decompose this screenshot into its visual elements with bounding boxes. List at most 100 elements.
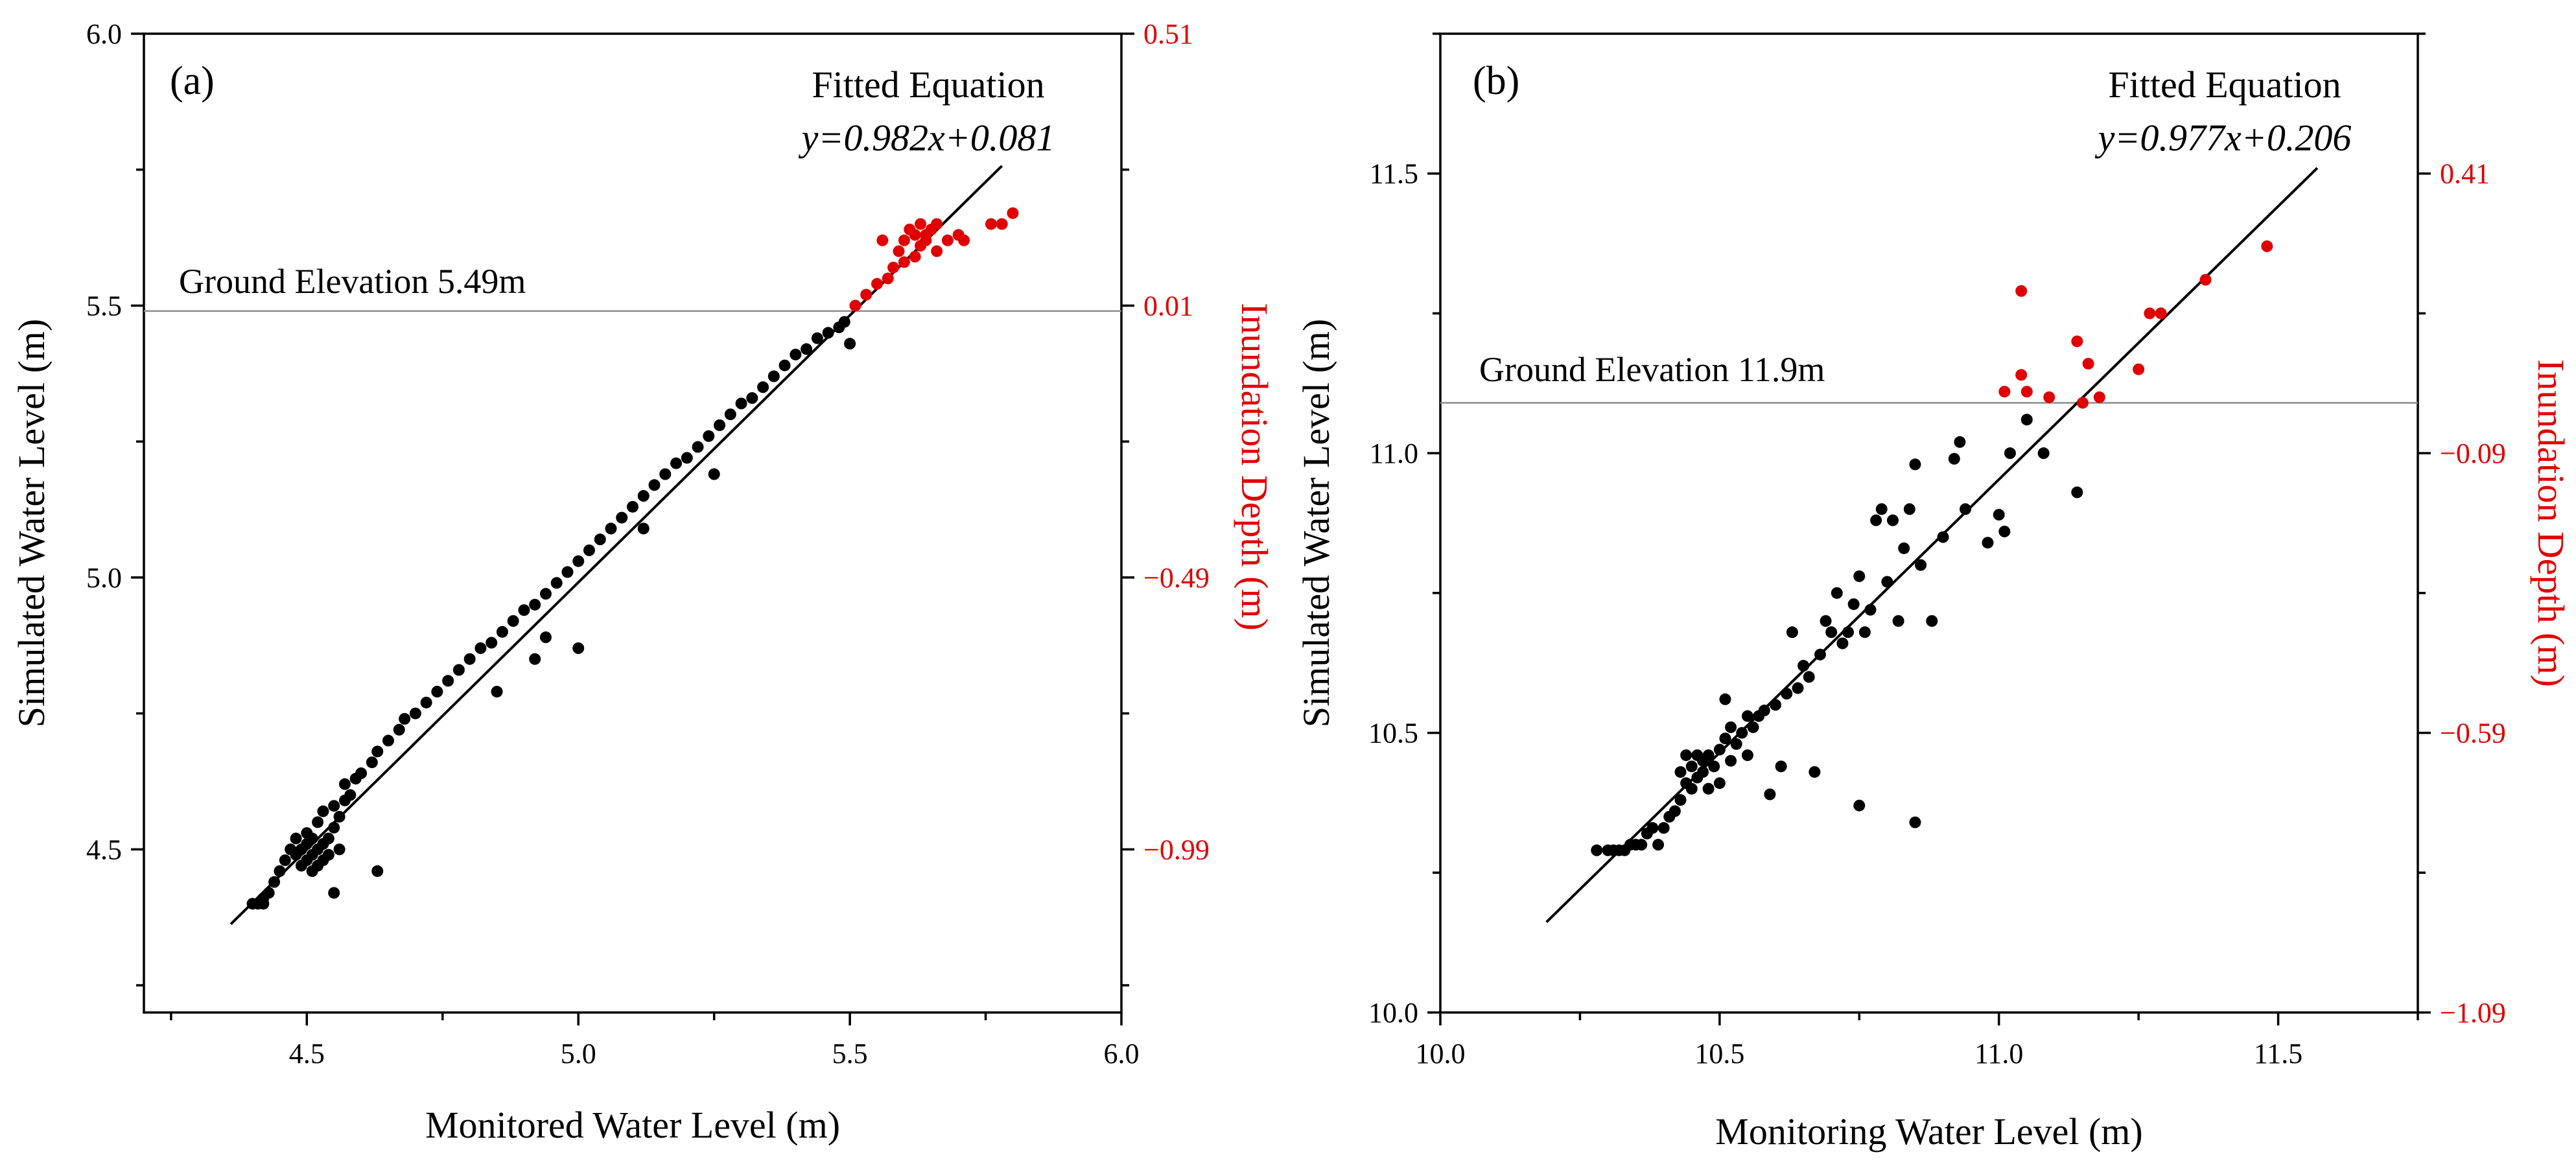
data-point xyxy=(1007,207,1019,219)
data-point xyxy=(1831,587,1843,599)
data-point xyxy=(1870,514,1882,526)
data-point xyxy=(920,234,932,246)
data-point xyxy=(1758,705,1770,717)
y2-tick-label: 0.51 xyxy=(1143,18,1193,50)
data-point xyxy=(328,887,340,899)
y-axis-title-a: Simulated Water Level (m) xyxy=(10,319,53,727)
data-point xyxy=(735,397,747,410)
y-tick-label: 11.0 xyxy=(1370,438,1418,469)
data-point xyxy=(1674,766,1687,778)
data-point xyxy=(371,865,384,877)
data-point xyxy=(507,615,519,627)
data-point xyxy=(442,675,454,687)
x-tick-label: 10.0 xyxy=(1416,1038,1466,1070)
data-point xyxy=(1825,626,1838,638)
data-point xyxy=(268,876,281,888)
data-point xyxy=(1736,727,1748,739)
data-point xyxy=(1909,458,1921,471)
data-point xyxy=(1836,637,1849,649)
data-point xyxy=(996,218,1008,230)
fit-line-a xyxy=(229,165,1003,926)
y-tick-label: 4.5 xyxy=(86,834,122,865)
data-point xyxy=(1713,777,1726,790)
data-point xyxy=(463,653,476,665)
data-point xyxy=(1875,503,1888,515)
data-point xyxy=(1937,531,1949,543)
ground-elevation-group-a: Ground Elevation 5.49m xyxy=(144,262,1121,312)
data-point xyxy=(1864,603,1877,616)
data-point xyxy=(1770,699,1782,711)
scatter-points-a xyxy=(246,207,1019,910)
data-point xyxy=(1702,782,1715,795)
data-point xyxy=(1926,615,1938,627)
data-point xyxy=(2004,447,2016,460)
y2-tick-label: 0.41 xyxy=(2440,158,2490,190)
data-point xyxy=(1809,766,1821,778)
data-point xyxy=(274,865,286,877)
series-below-ground xyxy=(246,316,856,910)
data-point xyxy=(1685,782,1698,795)
data-point xyxy=(1725,721,1737,733)
data-point xyxy=(1998,386,2011,398)
x-tick-label: 11.0 xyxy=(1974,1038,2023,1070)
data-point xyxy=(882,272,894,285)
fit-title-a: Fitted Equation xyxy=(812,64,1044,106)
data-point xyxy=(279,854,291,867)
ground-elevation-label-b: Ground Elevation 11.9m xyxy=(1479,350,1825,389)
data-point xyxy=(941,234,954,246)
y-ticks-b: 10.0 10.5 11.0 11.5 xyxy=(1368,32,1440,1029)
data-point xyxy=(909,250,921,263)
panel-a: Ground Elevation 5.49m 4.5 5.0 5.5 6.0 4.5 5… xyxy=(10,18,1276,1146)
data-point xyxy=(366,756,378,769)
data-point xyxy=(985,218,997,230)
data-point xyxy=(1881,576,1893,588)
data-point xyxy=(263,887,275,899)
data-point xyxy=(1847,598,1860,611)
data-point xyxy=(1853,799,1866,812)
data-point xyxy=(1898,542,1910,554)
data-point xyxy=(893,245,905,257)
fit-line-b xyxy=(1545,167,2319,923)
data-point xyxy=(1652,839,1665,851)
data-point xyxy=(306,832,318,845)
data-point xyxy=(724,408,736,421)
data-point xyxy=(572,555,585,567)
data-point xyxy=(681,452,693,464)
data-point xyxy=(1685,760,1698,773)
data-point xyxy=(811,332,823,344)
data-point xyxy=(931,218,943,230)
data-point xyxy=(637,490,650,502)
y2-tick-label: −0.99 xyxy=(1143,834,1210,865)
data-point xyxy=(958,234,970,246)
y-axis-title-b: Simulated Water Level (m) xyxy=(1295,319,1337,727)
data-point xyxy=(1646,822,1659,834)
data-point xyxy=(898,234,910,246)
data-point xyxy=(860,288,872,301)
data-point xyxy=(393,723,405,736)
data-point xyxy=(561,566,574,578)
data-point xyxy=(1858,626,1871,638)
data-point xyxy=(382,734,394,747)
data-point xyxy=(1786,626,1798,638)
data-point xyxy=(2071,335,2083,347)
data-point xyxy=(1982,537,1994,549)
data-point xyxy=(703,430,715,442)
data-point xyxy=(757,381,769,393)
data-point xyxy=(627,500,638,513)
data-point xyxy=(714,419,726,431)
x-tick-label: 5.0 xyxy=(561,1038,596,1070)
data-point xyxy=(1797,660,1810,672)
data-point xyxy=(887,261,900,274)
data-point xyxy=(1674,794,1687,806)
data-point xyxy=(1747,721,1759,733)
series-above-ground xyxy=(849,207,1019,312)
data-point xyxy=(317,805,329,817)
data-point xyxy=(708,468,720,480)
data-point xyxy=(648,479,661,491)
data-point xyxy=(312,816,324,828)
y2-ticks-a: −0.99 −0.49 0.01 0.51 xyxy=(1121,18,1210,987)
data-point xyxy=(322,848,334,861)
data-point xyxy=(616,511,628,524)
data-point xyxy=(1892,615,1904,627)
